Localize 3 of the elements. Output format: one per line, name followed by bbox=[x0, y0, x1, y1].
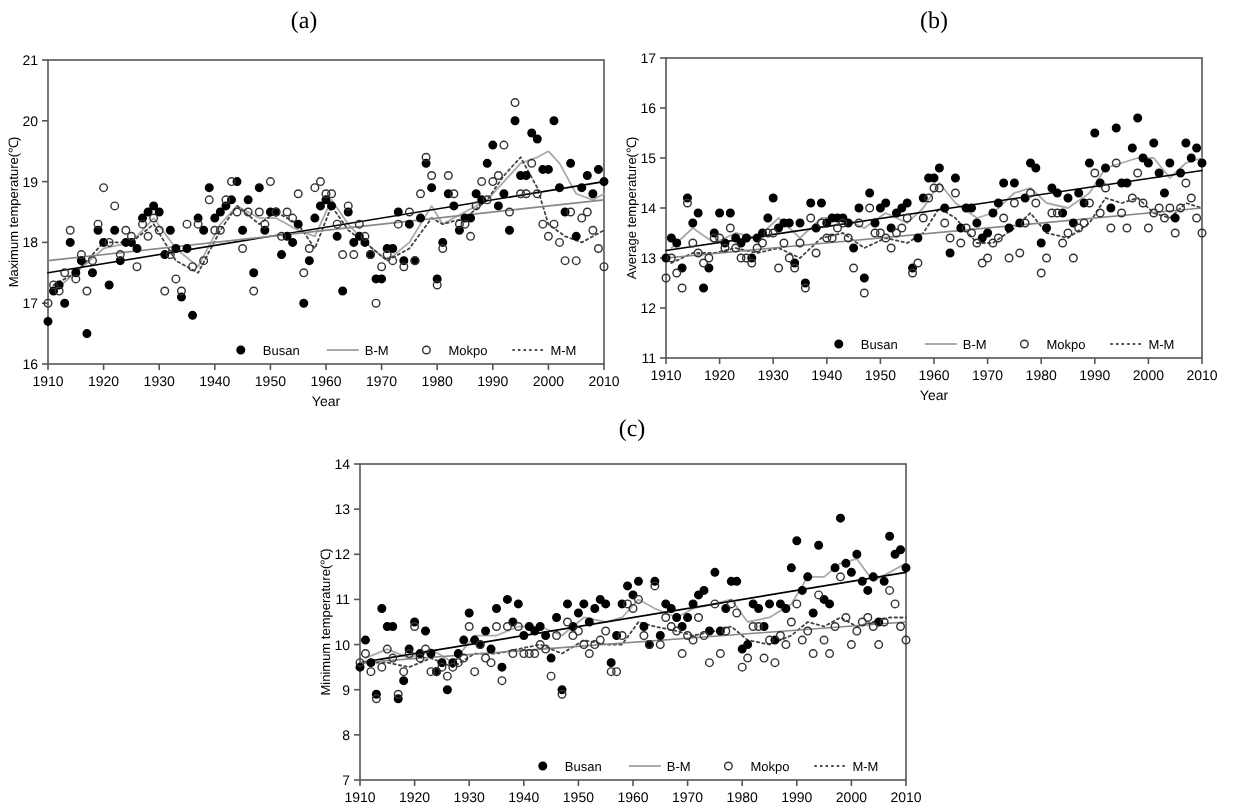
chart-title: (b) bbox=[920, 6, 948, 34]
chart-title: (c) bbox=[618, 414, 646, 442]
chart-title: (a) bbox=[290, 6, 318, 34]
